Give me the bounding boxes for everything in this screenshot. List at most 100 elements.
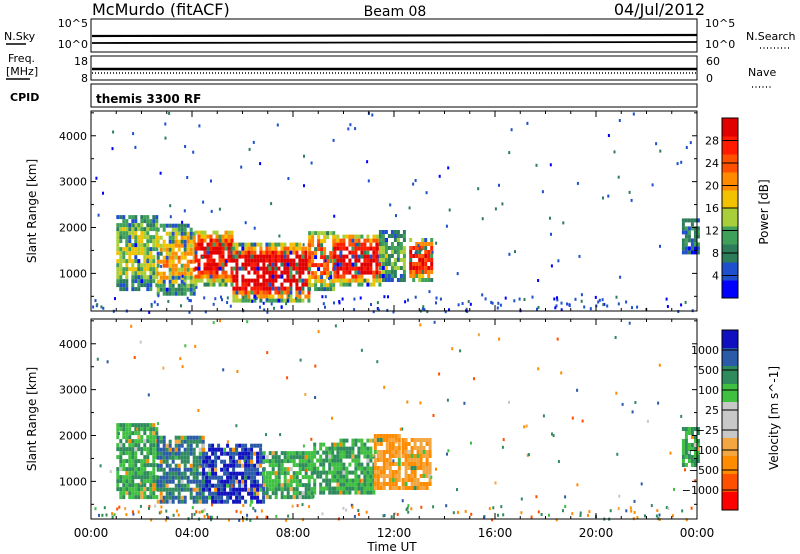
power-cell: [681, 250, 685, 255]
power-cell: [224, 278, 228, 283]
velocity-cell: [159, 459, 163, 464]
power-cell: [390, 250, 394, 254]
power-cell: [320, 283, 324, 288]
velocity-cell: [357, 450, 361, 455]
power-cell: [311, 231, 315, 236]
power-cell: [681, 226, 685, 231]
power-cell: [687, 226, 691, 231]
power-cell: [308, 267, 312, 272]
power-cell: [342, 266, 346, 271]
velocity-cell: [214, 471, 218, 476]
velocity-cell: [247, 451, 251, 456]
velocity-cell: [177, 513, 180, 517]
velocity-cell: [295, 475, 299, 480]
velocity-cell: [425, 454, 429, 458]
power-cell: [156, 235, 160, 240]
power-cell: [409, 238, 413, 242]
velocity-cell: [128, 427, 132, 432]
velocity-cell: [192, 467, 196, 472]
velocity-cell: [168, 499, 172, 504]
power-cell: [210, 179, 212, 183]
power-cell: [143, 227, 147, 232]
velocity-cell: [286, 491, 290, 496]
power-cell: [119, 259, 123, 264]
power-cell: [116, 275, 120, 280]
power-cell: [143, 235, 147, 240]
power-cell: [283, 242, 287, 247]
velocity-cell: [526, 453, 529, 457]
power-cell: [218, 234, 222, 239]
velocity-cell: [171, 479, 175, 484]
nave-label: Nave: [748, 66, 776, 79]
velocity-cell: [208, 467, 212, 472]
velocity-cell: [177, 463, 181, 468]
velocity-cell: [564, 495, 567, 499]
velocity-cell: [523, 425, 526, 429]
velocity-cell: [369, 454, 373, 459]
power-cell: [390, 242, 394, 246]
velocity-cell: [211, 471, 215, 476]
velocity-cell: [369, 482, 373, 487]
power-cell: [155, 247, 159, 252]
power-cell: [203, 238, 207, 243]
power-cell: [131, 263, 135, 268]
velocity-cell: [385, 438, 389, 442]
velocity-cell: [407, 458, 411, 462]
velocity-cell: [345, 482, 349, 487]
velocity-cell: [433, 320, 436, 324]
power-cell: [404, 300, 407, 304]
velocity-cell: [295, 495, 299, 500]
power-cell: [568, 304, 571, 308]
power-cell: [384, 238, 387, 242]
velocity-cell: [238, 463, 242, 468]
power-cell: [578, 254, 581, 258]
velocity-cell: [177, 491, 181, 496]
velocity-cell: [366, 454, 370, 459]
power-cell: [183, 263, 187, 268]
velocity-cell: [128, 479, 132, 484]
power-cell: [360, 254, 364, 259]
velocity-cell: [307, 467, 311, 472]
power-cell: [317, 235, 321, 240]
velocity-cell: [183, 451, 187, 456]
power-cell: [696, 226, 700, 231]
power-cell: [323, 255, 327, 260]
velocity-cell: [244, 443, 248, 448]
velocity-cell: [143, 491, 147, 496]
power-cell: [232, 266, 236, 271]
power-cell: [363, 250, 367, 255]
velocity-cell: [174, 471, 178, 476]
velocity-cell: [159, 475, 163, 480]
velocity-cell: [336, 462, 340, 467]
power-cell: [116, 263, 120, 268]
velocity-cell: [633, 499, 636, 503]
power-cell: [168, 283, 172, 288]
power-cell: [271, 274, 275, 279]
power-cell: [396, 238, 400, 242]
velocity-cell: [283, 483, 287, 488]
velocity-cell: [226, 451, 230, 456]
power-cell: [336, 274, 340, 279]
power-cell: [174, 251, 178, 256]
power-cell: [323, 231, 327, 236]
velocity-cell: [376, 474, 380, 478]
velocity-cell: [360, 470, 364, 475]
velocity-cell: [357, 454, 361, 459]
power-cell: [256, 278, 260, 283]
velocity-cell: [289, 451, 293, 456]
velocity-cell: [681, 509, 684, 513]
power-cell: [351, 262, 355, 267]
power-cell: [265, 254, 269, 259]
velocity-cell: [177, 467, 181, 472]
power-cell: [171, 255, 175, 260]
velocity-cell: [304, 393, 307, 396]
power-cell: [427, 254, 431, 258]
power-cell: [280, 270, 284, 275]
power-cell: [125, 259, 129, 264]
velocity-cell: [242, 504, 245, 507]
velocity-cell: [388, 434, 392, 438]
velocity-cell: [665, 506, 668, 509]
velocity-cell: [229, 471, 233, 476]
power-cell: [366, 160, 369, 164]
